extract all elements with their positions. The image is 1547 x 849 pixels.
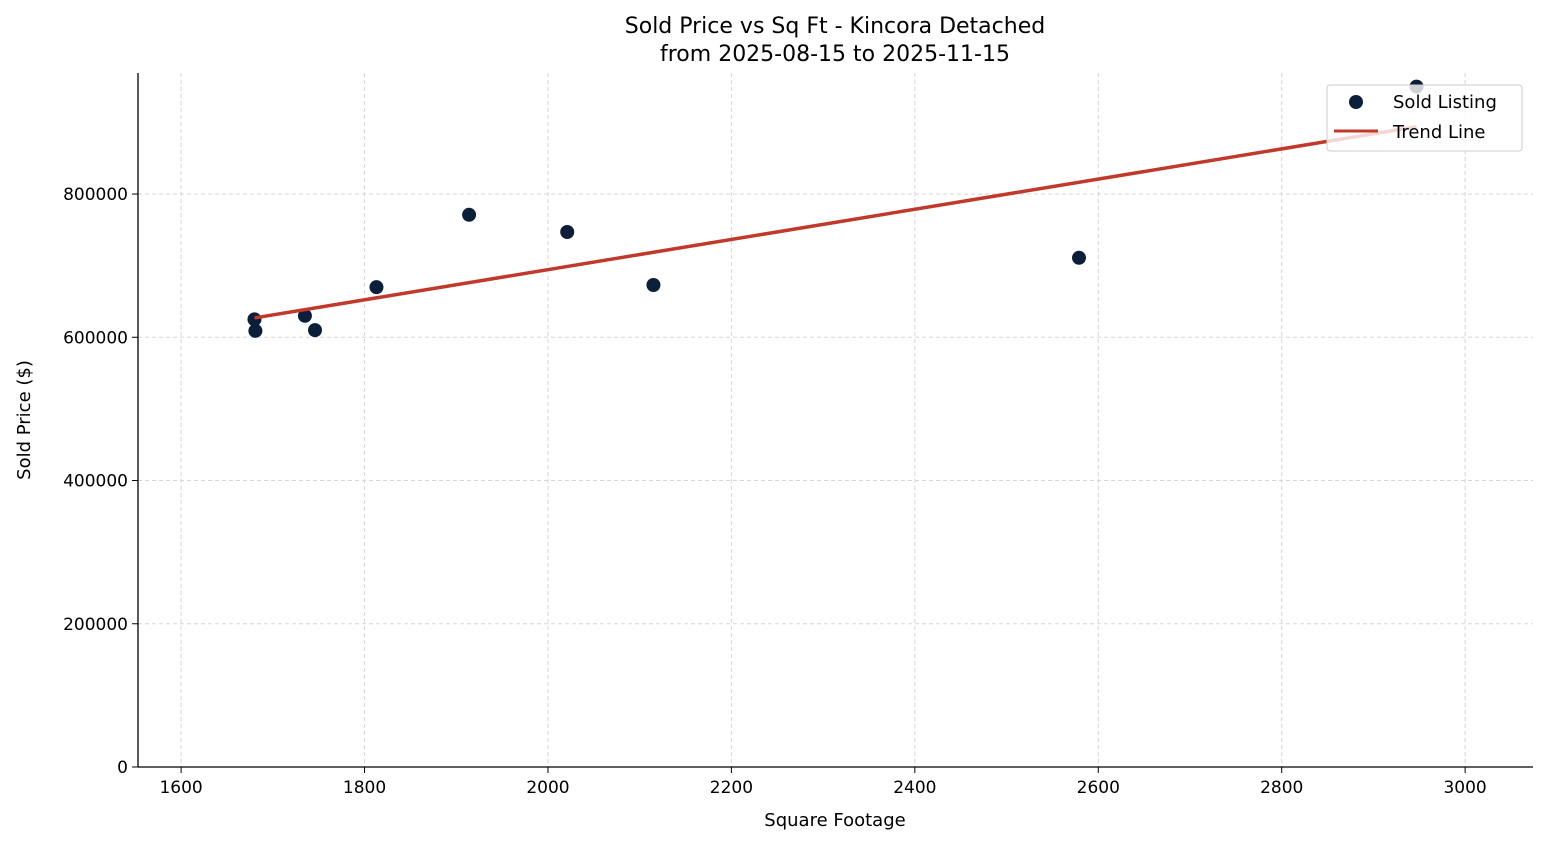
legend-marker-sold-listing xyxy=(1349,95,1363,109)
data-point xyxy=(646,277,661,292)
y-tick-label: 800000 xyxy=(63,185,128,205)
axis-ticks: 1600 1800 2000 2200 2400 2600 2800 3000 0 200000 4… xyxy=(63,185,1487,798)
x-tick-label: 3000 xyxy=(1443,778,1486,798)
x-axis-label: Square Footage xyxy=(764,810,905,831)
y-tick-label: 200000 xyxy=(63,615,128,635)
x-tick-label: 2000 xyxy=(526,778,569,798)
data-point xyxy=(297,308,312,323)
x-tick-label: 2400 xyxy=(893,778,936,798)
data-point xyxy=(560,224,575,239)
y-tick-label: 0 xyxy=(117,758,128,778)
y-tick-label: 600000 xyxy=(63,328,128,348)
legend-label-trend-line: Trend Line xyxy=(1392,122,1486,143)
legend: Sold Listing Trend Line xyxy=(1326,84,1523,152)
trend-line xyxy=(254,124,1417,320)
data-marks xyxy=(247,79,1424,338)
y-axis-label: Sold Price ($) xyxy=(14,360,35,480)
data-point xyxy=(308,323,323,338)
x-tick-label: 2600 xyxy=(1077,778,1120,798)
y-tick-label: 400000 xyxy=(63,472,128,492)
legend-box xyxy=(1326,84,1523,152)
x-tick-label: 1800 xyxy=(343,778,386,798)
x-tick-label: 1600 xyxy=(159,778,202,798)
legend-label-sold-listing: Sold Listing xyxy=(1393,92,1497,113)
grid xyxy=(138,73,1533,768)
chart-subtitle: from 2025-08-15 to 2025-11-15 xyxy=(660,42,1010,67)
chart-title: Sold Price vs Sq Ft - Kincora Detached xyxy=(625,14,1045,39)
x-tick-label: 2200 xyxy=(710,778,753,798)
data-point xyxy=(248,323,263,338)
x-tick-label: 2800 xyxy=(1260,778,1303,798)
data-point xyxy=(1072,250,1087,265)
data-point xyxy=(462,207,477,222)
data-point xyxy=(369,280,384,295)
